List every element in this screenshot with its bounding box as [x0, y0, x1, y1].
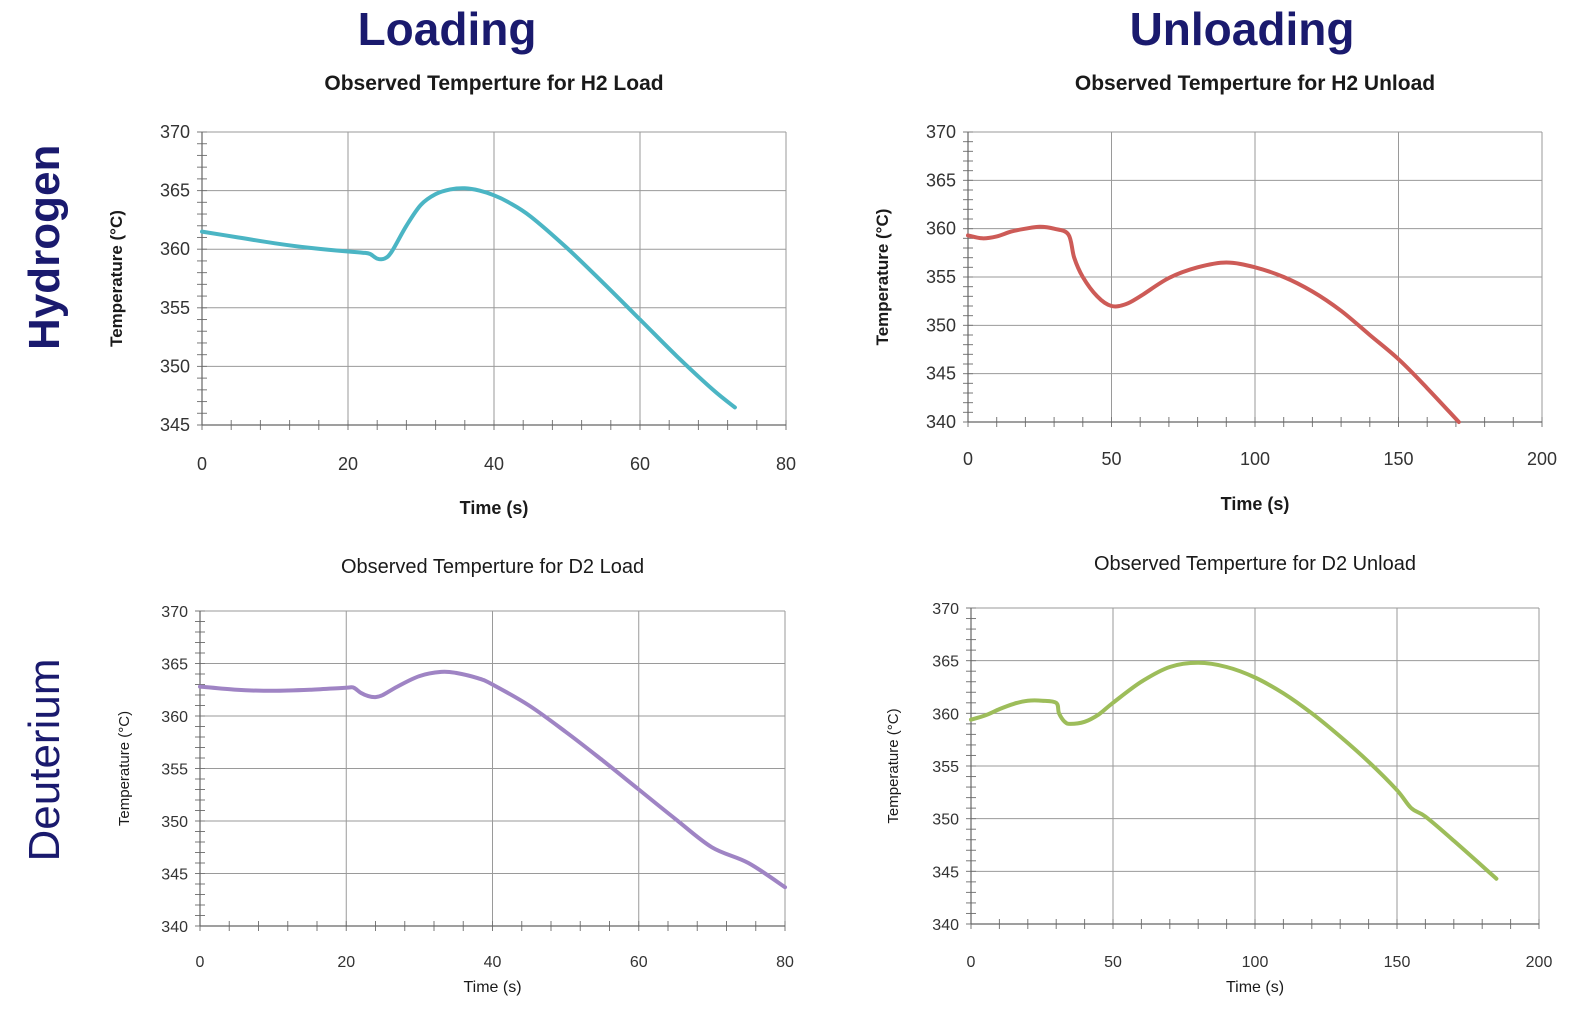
- y-axis-label: Temperature (°C): [885, 708, 902, 823]
- chart-title: Observed Temperture for H2 Unload: [1075, 72, 1435, 95]
- hydrogen-row-heading: Hydrogen: [20, 144, 69, 350]
- x-tick-label: 100: [1240, 449, 1270, 469]
- y-tick-label: 360: [926, 219, 956, 239]
- y-axis-label: Temperature (°C): [107, 210, 126, 347]
- h2-load-chart: Observed Temperture for H2 Load 345 350 355…: [107, 72, 796, 518]
- y-tick-label: 355: [161, 762, 188, 779]
- y-axis-label: Temperature (°C): [873, 209, 892, 346]
- y-tick-label: 340: [926, 412, 956, 432]
- y-tick-label: 360: [932, 706, 959, 723]
- temperature-series-line: [969, 660, 1499, 881]
- y-tick-label: 360: [161, 709, 188, 726]
- y-tick-label: 370: [160, 122, 190, 142]
- y-axis-label: Temperature (°C): [116, 711, 133, 826]
- y-tick-label: 370: [932, 601, 959, 618]
- x-tick-label: 50: [1101, 449, 1121, 469]
- y-tick-label: 365: [161, 657, 188, 674]
- temperature-series-line: [966, 224, 1461, 424]
- x-tick-label: 200: [1526, 954, 1553, 971]
- temperature-series-line: [198, 669, 787, 890]
- y-tick-label: 360: [160, 239, 190, 259]
- x-axis-label: Time (s): [460, 498, 529, 518]
- x-tick-label: 60: [630, 454, 650, 474]
- x-tick-label: 50: [1104, 954, 1122, 971]
- chart-title: Observed Temperture for H2 Load: [324, 72, 663, 95]
- y-tick-label: 345: [926, 364, 956, 384]
- x-tick-label: 20: [338, 454, 358, 474]
- h2-unload-chart: Observed Temperture for H2 Unload 340 345 3…: [873, 72, 1557, 514]
- x-tick-label: 40: [484, 454, 504, 474]
- y-tick-label: 350: [160, 356, 190, 376]
- x-tick-label: 80: [776, 454, 796, 474]
- deuterium-row-heading: Deuterium: [20, 658, 69, 862]
- y-tick-label: 365: [932, 654, 959, 671]
- y-tick-label: 355: [932, 759, 959, 776]
- x-axis-label: Time (s): [1221, 494, 1290, 514]
- y-tick-label: 365: [160, 181, 190, 201]
- y-tick-label: 350: [161, 814, 188, 831]
- y-tick-label: 345: [161, 867, 188, 884]
- chart-title: Observed Temperture for D2 Load: [341, 556, 644, 578]
- d2-unload-chart: Observed Temperture for D2 Unload 340 345 3…: [885, 553, 1553, 996]
- x-tick-label: 60: [630, 954, 648, 971]
- y-tick-label: 355: [926, 267, 956, 287]
- d2-load-chart: Observed Temperture for D2 Load 340 345 350…: [116, 556, 794, 996]
- y-tick-label: 340: [161, 919, 188, 936]
- x-tick-label: 0: [963, 449, 973, 469]
- x-tick-label: 0: [197, 454, 207, 474]
- x-tick-label: 40: [484, 954, 502, 971]
- unloading-column-heading: Unloading: [1129, 3, 1355, 55]
- x-tick-label: 20: [337, 954, 355, 971]
- y-tick-label: 370: [161, 604, 188, 621]
- y-tick-label: 350: [932, 812, 959, 829]
- temperature-series-line: [200, 186, 737, 410]
- x-tick-label: 0: [196, 954, 205, 971]
- x-tick-label: 0: [967, 954, 976, 971]
- x-tick-label: 80: [776, 954, 794, 971]
- y-tick-label: 340: [932, 917, 959, 934]
- y-tick-label: 355: [160, 298, 190, 318]
- y-tick-label: 345: [932, 864, 959, 881]
- x-axis-label: Time (s): [1226, 979, 1284, 996]
- y-tick-label: 365: [926, 170, 956, 190]
- x-tick-label: 100: [1242, 954, 1269, 971]
- chart-title: Observed Temperture for D2 Unload: [1094, 553, 1416, 575]
- y-tick-label: 370: [926, 122, 956, 142]
- loading-column-heading: Loading: [357, 3, 537, 55]
- x-axis-label: Time (s): [463, 979, 521, 996]
- y-tick-label: 345: [160, 415, 190, 435]
- x-tick-label: 200: [1527, 449, 1557, 469]
- x-tick-label: 150: [1384, 954, 1411, 971]
- y-tick-label: 350: [926, 315, 956, 335]
- x-tick-label: 150: [1383, 449, 1413, 469]
